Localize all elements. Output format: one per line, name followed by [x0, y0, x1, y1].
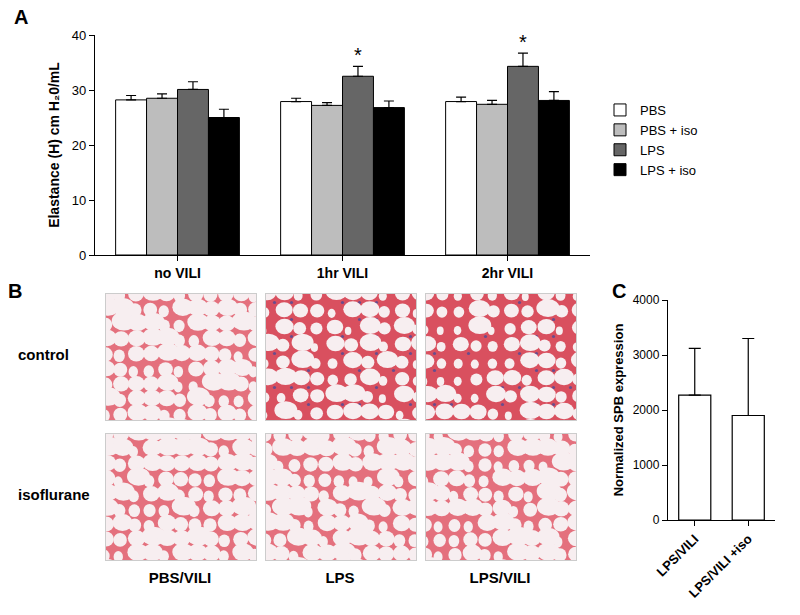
html-text:PBS/VILI: PBS/VILI: [148, 569, 212, 586]
html-text:control: control: [18, 346, 69, 363]
svg-text:0: 0: [653, 513, 660, 527]
html-text:LPS: LPS: [325, 569, 355, 586]
svg-text:PBS: PBS: [640, 103, 666, 118]
html-text:C: C: [612, 280, 627, 302]
svg-text:0: 0: [79, 248, 86, 263]
svg-text:3000: 3000: [633, 348, 660, 362]
svg-text:*: *: [519, 31, 527, 53]
svg-text:LPS: LPS: [640, 143, 665, 158]
svg-text:1hr VILI: 1hr VILI: [317, 265, 368, 281]
svg-text:LPS/VILI: LPS/VILI: [654, 531, 702, 579]
svg-text:LPS/VILI +iso: LPS/VILI +iso: [686, 531, 755, 600]
svg-text:Normalized SPB expression: Normalized SPB expression: [611, 324, 626, 497]
svg-text:40: 40: [72, 28, 86, 43]
svg-text:20: 20: [72, 138, 86, 153]
html-text:isoflurane: isoflurane: [18, 486, 90, 503]
svg-text:10: 10: [72, 193, 86, 208]
svg-text:Elastance (H) cm H₂0/mL: Elastance (H) cm H₂0/mL: [46, 62, 62, 228]
svg-text:4000: 4000: [633, 293, 660, 307]
html-text:B: B: [8, 280, 23, 302]
html-text:LPS/VILI: LPS/VILI: [469, 569, 531, 586]
html-text:A: A: [14, 6, 29, 28]
svg-text:PBS + iso: PBS + iso: [640, 123, 697, 138]
svg-text:30: 30: [72, 83, 86, 98]
svg-text:no VILI: no VILI: [154, 265, 201, 281]
svg-text:LPS + iso: LPS + iso: [640, 163, 696, 178]
svg-text:*: *: [354, 44, 362, 66]
svg-text:1000: 1000: [633, 458, 660, 472]
svg-text:2000: 2000: [633, 403, 660, 417]
svg-text:2hr VILI: 2hr VILI: [482, 265, 533, 281]
